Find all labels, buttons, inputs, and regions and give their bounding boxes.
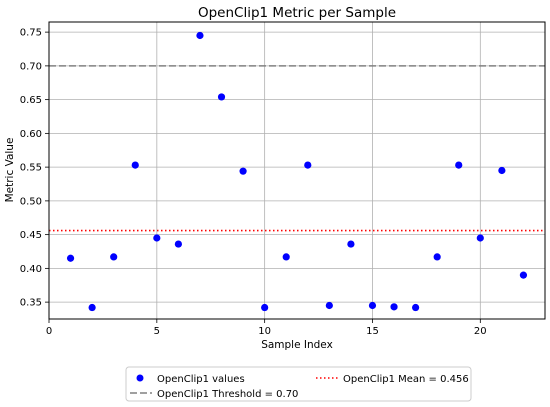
x-tick-label: 15 [366, 326, 379, 337]
legend-marker-values [136, 374, 144, 382]
data-point [131, 161, 139, 169]
y-axis-label: Metric Value [4, 138, 16, 203]
data-point [519, 271, 528, 279]
data-point [196, 31, 204, 40]
y-axis: 0.35 0.40 0.45 0.50 0.55 0.60 0.65 0.70 0.75 [20, 28, 49, 309]
reference-lines [49, 65, 545, 232]
plot-frame [48, 21, 546, 320]
data-point [174, 240, 182, 248]
data-point [110, 253, 118, 261]
y-tick-label: 0.60 [20, 129, 42, 140]
data-point [261, 303, 269, 312]
legend: OpenClip1 values OpenClip1 Threshold = 0… [125, 366, 472, 402]
x-tick-label: 10 [258, 326, 271, 337]
x-tick-label: 20 [474, 326, 487, 337]
data-point [88, 303, 96, 312]
data-point [304, 161, 312, 169]
data-point [217, 93, 226, 101]
legend-label-mean: OpenClip1 Mean = 0.456 [343, 374, 469, 385]
data-point [455, 161, 463, 169]
data-point [239, 167, 247, 175]
y-tick-label: 0.75 [20, 28, 42, 39]
data-point [433, 253, 441, 261]
data-point [153, 234, 161, 242]
data-point [347, 240, 355, 248]
data-point [390, 303, 398, 311]
data-point [412, 303, 420, 312]
data-points [66, 31, 528, 312]
x-axis: 0 5 10 15 20 [46, 319, 487, 337]
legend-label-threshold: OpenClip1 Threshold = 0.70 [157, 389, 298, 400]
y-tick-label: 0.35 [20, 298, 42, 309]
data-point [66, 254, 75, 262]
x-axis-label: Sample Index [261, 339, 333, 351]
y-tick-label: 0.50 [20, 196, 42, 207]
data-point [368, 301, 377, 310]
data-point [325, 301, 333, 310]
x-tick-label: 5 [154, 326, 160, 337]
legend-label-values: OpenClip1 values [157, 374, 245, 385]
y-tick-label: 0.40 [20, 264, 42, 275]
data-point [282, 253, 290, 261]
y-tick-label: 0.70 [20, 61, 42, 72]
y-tick-label: 0.55 [20, 163, 42, 174]
y-tick-label: 0.65 [20, 95, 42, 106]
y-tick-label: 0.45 [20, 230, 42, 241]
legend-box [125, 366, 472, 402]
data-point [476, 234, 484, 242]
x-tick-label: 0 [46, 326, 52, 337]
chart-title: OpenClip1 Metric per Sample [198, 5, 396, 21]
data-point [498, 166, 506, 175]
